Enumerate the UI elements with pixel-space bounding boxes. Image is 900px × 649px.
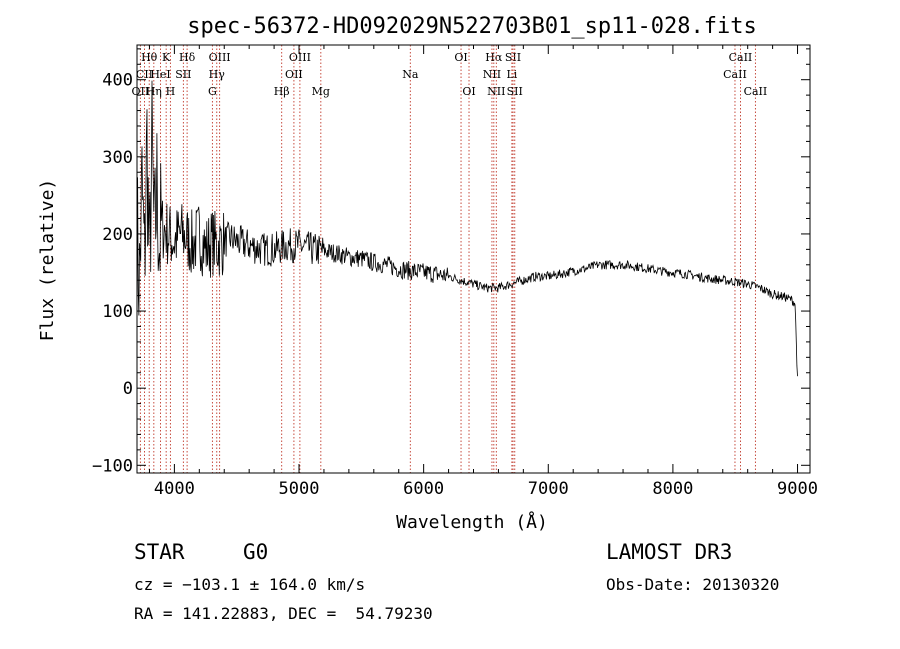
line-marker-label: NII: [487, 85, 505, 98]
line-marker-label: Na: [402, 68, 419, 81]
line-marker-label: OI: [462, 85, 475, 98]
line-marker-label: HeI: [150, 68, 170, 81]
obs-date: Obs-Date: 20130320: [606, 575, 780, 594]
line-marker-label: Mg: [312, 85, 330, 98]
line-marker-label: SII: [175, 68, 191, 81]
object-subclass: G0: [243, 540, 269, 564]
line-marker-label: Hη: [146, 85, 162, 98]
line-marker-label: NII: [483, 68, 501, 81]
y-tick-label: 100: [102, 302, 133, 322]
y-tick-label: 200: [102, 225, 133, 245]
line-marker-label: SII: [505, 51, 521, 64]
line-marker-label: Hθ: [141, 51, 158, 64]
line-marker-label: OIII: [289, 51, 311, 64]
y-tick-label: 300: [102, 148, 133, 168]
line-marker-label: Li: [506, 68, 517, 81]
chart-title: spec-56372-HD092029N522703B01_sp11-028.f…: [187, 14, 757, 39]
axes: 4000 5000 6000 7000 8000 9000 −100 0 100 200 300 40…: [92, 44, 818, 499]
line-marker-label: Hα: [485, 51, 503, 64]
line-marker-label: CaII: [723, 68, 747, 81]
line-marker-label: CaII: [729, 51, 753, 64]
x-axis-label: Wavelength (Å): [396, 511, 548, 533]
x-tick-label: 4000: [154, 479, 195, 499]
line-marker-label: OII: [132, 85, 150, 98]
coordinates-readout: RA = 141.22883, DEC = 54.79230: [134, 604, 433, 623]
y-tick-label: 400: [102, 71, 133, 91]
line-marker-label: OIII: [209, 51, 231, 64]
line-marker-label: OII: [285, 68, 303, 81]
x-tick-label: 9000: [777, 479, 818, 499]
x-tick-label: 8000: [652, 479, 693, 499]
line-marker-label: G: [208, 85, 217, 98]
line-marker-label: Hβ: [274, 85, 290, 98]
y-axis-label: Flux (relative): [37, 179, 58, 342]
object-class: STAR: [134, 540, 185, 564]
line-marker-label: K: [162, 51, 171, 64]
y-tick-label: −100: [92, 456, 133, 476]
line-marker-label: OI: [454, 51, 467, 64]
line-marker-label: CaII: [744, 85, 768, 98]
spectrum-chart: spec-56372-HD092029N522703B01_sp11-028.f…: [37, 14, 818, 533]
x-tick-label: 5000: [279, 479, 320, 499]
redshift-readout: cz = −103.1 ± 164.0 km/s: [134, 575, 366, 594]
line-marker-label: SII: [507, 85, 523, 98]
y-tick-label: 0: [123, 379, 133, 399]
line-marker-label: Hγ: [209, 68, 226, 81]
x-tick-label: 7000: [528, 479, 569, 499]
survey-label: LAMOST DR3: [606, 540, 733, 564]
x-tick-label: 6000: [403, 479, 444, 499]
line-marker-label: H: [166, 85, 176, 98]
spectrum-series: [136, 80, 798, 377]
spectrum-line: [136, 80, 798, 377]
plot-frame: [136, 44, 811, 474]
line-marker-label: Hδ: [179, 51, 196, 64]
